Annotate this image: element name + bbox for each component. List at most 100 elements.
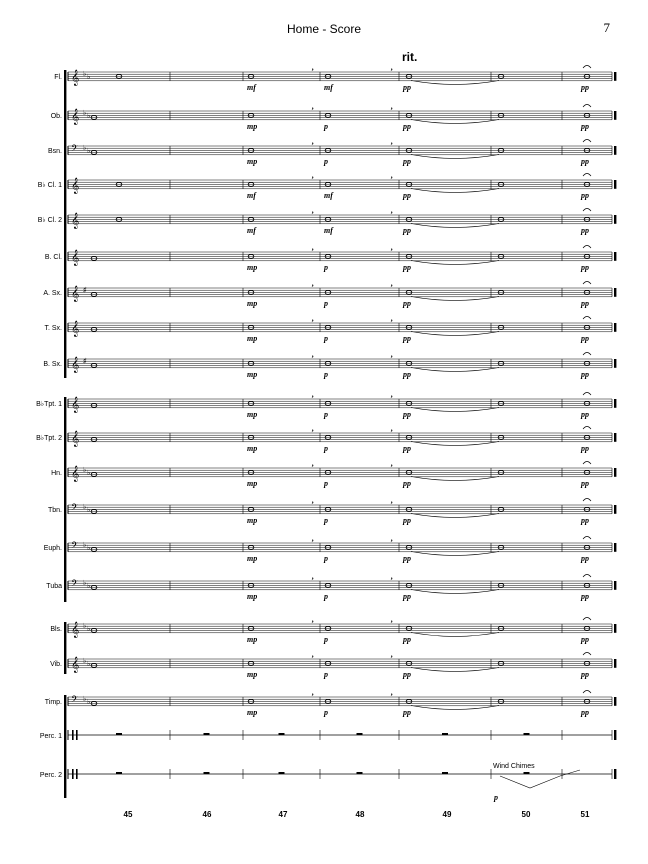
dynamic-marking: pp [580, 334, 589, 343]
key-signature-flat-icon: ♭ [83, 109, 86, 117]
key-signature-flat-icon: ♭ [87, 147, 90, 155]
fermata-icon [582, 690, 592, 694]
whole-note [497, 698, 505, 704]
percussion-clef [76, 730, 78, 740]
dynamic-marking: pp [580, 157, 589, 166]
breath-mark: , [311, 279, 314, 288]
dynamic-marking: pp [580, 708, 589, 717]
breath-mark: , [311, 350, 314, 359]
whole-note [405, 147, 413, 153]
tie [410, 476, 500, 481]
whole-note [405, 181, 413, 187]
measure-number: 45 [124, 810, 133, 819]
dynamic-marking: pp [580, 635, 589, 644]
whole-note [115, 216, 123, 222]
tie [410, 119, 500, 124]
dynamic-marking: mp [247, 479, 257, 488]
breath-mark: , [311, 243, 314, 252]
staff-7 [67, 281, 617, 301]
final-barline [614, 72, 617, 81]
key-signature-flat-icon: ♭ [87, 582, 90, 590]
dynamic-marking: pp [402, 516, 411, 525]
rest [356, 733, 363, 735]
whole-note [405, 324, 413, 330]
treble-clef-icon: 𝄞 [71, 466, 79, 482]
dynamic-marking: p [323, 444, 328, 453]
staff-20 [67, 769, 617, 779]
tie [410, 80, 500, 85]
dynamic-marking: pp [402, 226, 411, 235]
key-signature-flat-icon: ♭ [83, 657, 86, 665]
staff-6 [67, 245, 617, 265]
dynamic-marking: p [323, 370, 328, 379]
tie [410, 667, 500, 672]
fermata-icon [582, 536, 592, 540]
measure-number: 50 [522, 810, 531, 819]
whole-note [497, 434, 505, 440]
tie [410, 367, 500, 372]
whole-note [324, 660, 332, 666]
treble-clef-icon: 𝄞 [71, 213, 79, 229]
tie [410, 705, 500, 710]
whole-note [497, 469, 505, 475]
treble-clef-icon: 𝄞 [71, 431, 79, 447]
dynamic-marking: pp [402, 554, 411, 563]
whole-note [497, 400, 505, 406]
whole-note [247, 506, 255, 512]
dynamic-marking: pp [580, 410, 589, 419]
whole-note [405, 73, 413, 79]
whole-note [324, 147, 332, 153]
dynamic-marking: pp [402, 592, 411, 601]
key-signature-flat-icon: ♭ [87, 625, 90, 633]
rest [278, 733, 285, 735]
whole-note [405, 698, 413, 704]
breath-mark: , [311, 496, 314, 505]
dynamic-marking: mf [324, 226, 334, 235]
tie [410, 331, 500, 336]
whole-note [324, 360, 332, 366]
rest [442, 733, 448, 735]
treble-clef-icon: 𝄞 [71, 70, 79, 86]
whole-note [497, 625, 505, 631]
dynamic-marking: pp [402, 670, 411, 679]
dynamic-marking: pp [580, 191, 589, 200]
percussion-clef [76, 769, 78, 779]
key-signature-flat-icon: ♭ [87, 544, 90, 552]
whole-note [583, 660, 591, 666]
note [90, 436, 98, 442]
key-signature-flat-icon: ♭ [83, 579, 86, 587]
instrument-label: B♭ Cl. 1 [38, 181, 62, 189]
breath-mark: , [311, 615, 314, 624]
fermata-icon [582, 617, 592, 621]
dynamic-marking: pp [402, 444, 411, 453]
bass-clef-icon: 𝄢 [71, 502, 78, 515]
whole-note [247, 289, 255, 295]
key-signature-flat-icon: ♭ [87, 660, 90, 668]
final-barline [614, 697, 617, 706]
whole-note [405, 360, 413, 366]
dynamic-marking: pp [402, 157, 411, 166]
dynamic-marking: pp [402, 191, 411, 200]
final-barline [614, 146, 617, 155]
dynamic-marking: mp [247, 122, 257, 131]
whole-note [247, 147, 255, 153]
note [90, 471, 98, 477]
tie [410, 223, 500, 228]
staff-16 [67, 617, 617, 637]
note [90, 700, 98, 706]
note [90, 149, 98, 155]
system-bracket [64, 70, 67, 378]
key-signature-flat-icon: ♭ [83, 695, 86, 703]
dynamic-marking: p [323, 299, 328, 308]
dynamic-marking: pp [580, 299, 589, 308]
dynamic-marking: p [323, 554, 328, 563]
instrument-label: B♭ Cl. 2 [38, 216, 62, 224]
breath-mark: , [390, 459, 393, 468]
whole-note [497, 289, 505, 295]
whole-note [324, 216, 332, 222]
whole-note [583, 400, 591, 406]
rest [442, 772, 448, 774]
dynamic-marking: pp [580, 263, 589, 272]
whole-note [247, 625, 255, 631]
rest [203, 733, 210, 735]
